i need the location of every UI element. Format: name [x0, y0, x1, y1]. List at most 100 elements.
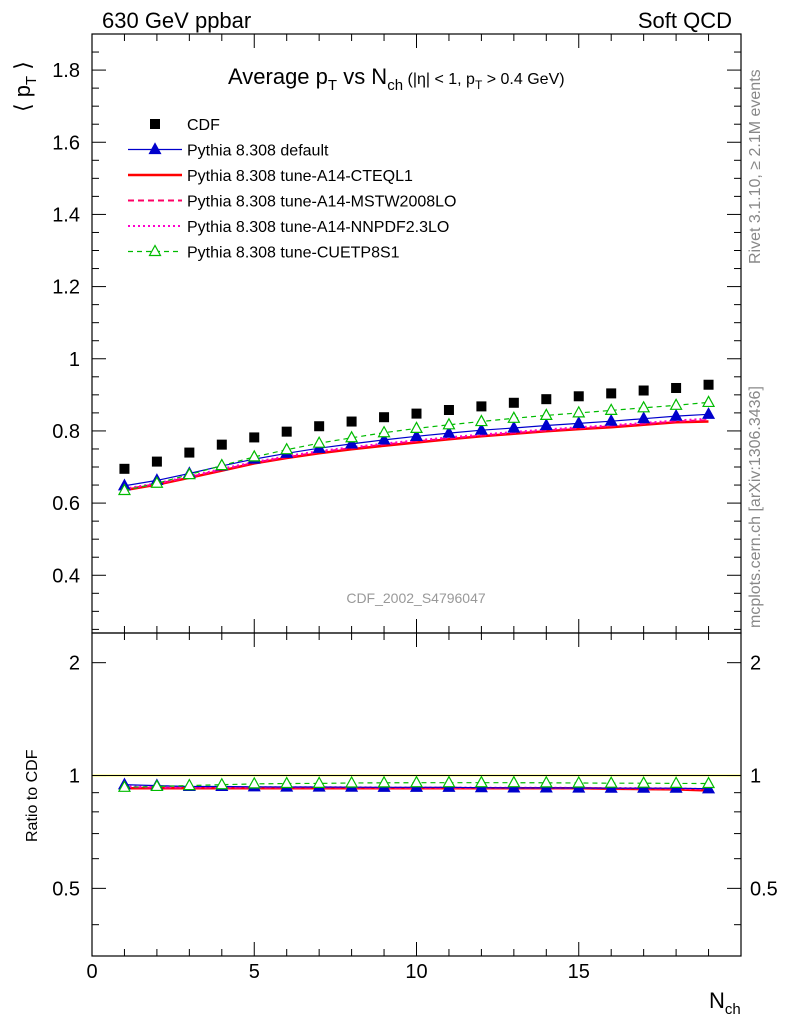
series-marker: [280, 442, 294, 455]
legend-entry: Pythia 8.308 default: [128, 142, 329, 160]
header-right-label: Soft QCD: [637, 8, 732, 33]
x-tick-label: 0: [86, 961, 97, 983]
series-marker: [117, 483, 131, 496]
series-marker: [539, 775, 553, 788]
series-marker: [247, 776, 261, 789]
cdf-data-point: [184, 447, 195, 458]
series-marker: [637, 400, 651, 413]
ratio-tick-label-left: 0.5: [52, 878, 80, 900]
series-marker: [669, 776, 683, 788]
ylabel-sub: T: [23, 76, 40, 85]
ratio-tick-label-left: 2: [69, 653, 80, 675]
title-mid: vs N: [337, 64, 387, 89]
series-marker: [669, 398, 683, 410]
legend-label: Pythia 8.308 tune-A14-MSTW2008LO: [187, 194, 456, 211]
cdf-data-point: [508, 397, 519, 408]
series-marker: [702, 776, 716, 789]
series-line: [124, 420, 709, 492]
title-cut-sub: T: [475, 78, 483, 92]
ratio-tick-label-left: 1: [69, 766, 80, 788]
series-marker: [377, 432, 391, 445]
cdf-data-point: [216, 439, 227, 450]
series-2-main: [124, 420, 709, 492]
series-marker: [150, 779, 164, 792]
y-tick-label: 0.4: [52, 565, 80, 587]
cdf-data-point: [119, 463, 130, 474]
x-axis-label: Nch: [709, 988, 741, 1018]
series-marker: [345, 775, 359, 788]
y-tick-label: 1: [69, 349, 80, 371]
ylabel-open: ⟨ p: [10, 85, 35, 112]
mcplots-label: mcplots.cern.ch [arXiv:1306.3436]: [747, 386, 764, 628]
series-marker: [572, 416, 586, 428]
legend-entry: Pythia 8.308 tune-A14-NNPDF2.3LO: [128, 219, 449, 236]
series-marker: [312, 435, 326, 448]
legend-entry: CDF: [150, 117, 220, 134]
series-marker: [702, 395, 716, 408]
y-tick-label: 0.6: [52, 493, 80, 515]
series-marker: [572, 405, 586, 418]
series-0-main: [119, 379, 714, 474]
main-panel-series: [117, 379, 716, 496]
cdf-data-point: [281, 426, 292, 437]
legend-marker: [150, 119, 160, 129]
cdf-data-point: [249, 432, 260, 443]
series-marker: [669, 408, 683, 421]
ratio-tick-label-right: 2: [750, 653, 761, 675]
title-cut-open: (|η| < 1, p: [403, 71, 475, 88]
series-marker: [409, 775, 424, 788]
ylabel-close: ⟩: [10, 61, 35, 76]
series-marker: [604, 403, 618, 415]
legend-label: Pythia 8.308 tune-CUETP8S1: [187, 245, 400, 262]
ratio-tick-label-right: 1: [750, 766, 761, 788]
legend-entry: Pythia 8.308 tune-A14-MSTW2008LO: [128, 194, 456, 211]
series-marker: [507, 775, 521, 788]
series-marker: [604, 775, 618, 788]
series-marker: [507, 411, 521, 423]
cdf-data-point: [151, 456, 162, 467]
series-marker: [474, 775, 488, 788]
title-cut-close: > 0.4 GeV): [482, 71, 564, 88]
title-main: Average p: [228, 64, 328, 89]
legend-label: Pythia 8.308 tune-A14-NNPDF2.3LO: [187, 219, 449, 236]
series-marker: [182, 467, 196, 480]
series-marker: [572, 775, 586, 788]
cdf-data-point: [346, 416, 357, 427]
ratio-tick-label-right: 0.5: [750, 878, 778, 900]
series-marker: [474, 414, 488, 427]
series-marker: [150, 476, 164, 488]
chart-title: Average pT vs Nch (|η| < 1, pT > 0.4 GeV…: [228, 64, 565, 94]
y-tick-label: 1.2: [52, 277, 80, 299]
series-marker: [409, 429, 424, 441]
series-marker: [474, 422, 488, 435]
series-marker: [409, 421, 424, 434]
series-marker: [280, 776, 294, 789]
rivet-label: Rivet 3.1.10, ≥ 2.1M events: [747, 69, 764, 264]
series-marker: [604, 413, 618, 426]
series-5-ratio: [117, 775, 716, 792]
cdf-data-point: [314, 421, 325, 432]
y-tick-label: 1.4: [52, 204, 80, 226]
series-marker: [377, 775, 391, 788]
legend-entry: Pythia 8.308 tune-A14-CTEQL1: [128, 168, 413, 185]
title-mid-sub: ch: [387, 77, 403, 94]
cdf-data-point: [606, 388, 617, 399]
cdf-data-point: [638, 385, 649, 396]
series-marker: [215, 777, 229, 790]
series-marker: [148, 244, 162, 257]
x-tick-label: 15: [568, 961, 590, 983]
xlabel-main: N: [709, 988, 725, 1013]
series-marker: [702, 407, 716, 419]
series-marker: [215, 458, 229, 471]
cdf-data-point: [476, 401, 487, 412]
axes: 0 5 10 15 0.4 0.6 0.8 1 1.2 1.4 1.6 1.8 0.5 0.5 1 1 2 2: [52, 33, 778, 983]
y-axis-label: ⟨ pT ⟩: [10, 61, 40, 112]
series-marker: [507, 420, 521, 433]
legend-entry: Pythia 8.308 tune-CUETP8S1: [128, 244, 400, 262]
x-tick-label: 10: [405, 961, 427, 983]
ratio-panel-frame: [91, 632, 742, 957]
series-marker: [345, 430, 359, 443]
cdf-data-point: [671, 382, 682, 393]
cdf-data-point: [573, 391, 584, 402]
